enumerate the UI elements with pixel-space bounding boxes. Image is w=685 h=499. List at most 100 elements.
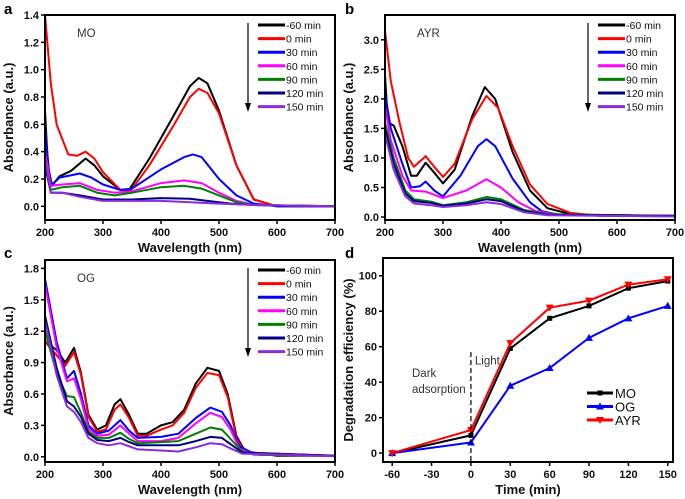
x-tick-label: 700 (326, 469, 344, 481)
legend-label: -60 min (626, 20, 661, 32)
arrow-down-icon (245, 348, 251, 357)
y-tick-label: 2.5 (364, 64, 379, 76)
y-tick-label: 1.8 (24, 263, 39, 275)
dye-label: OG (77, 273, 95, 285)
plot-area (385, 30, 675, 218)
data-point (597, 390, 603, 396)
legend-label: 0 min (626, 34, 652, 46)
dark-adsorption-label: Dark (412, 368, 437, 380)
legend-label: 150 min (286, 102, 324, 114)
dark-adsorption-label: adsorption (412, 384, 466, 396)
legend-label: 90 min (626, 74, 658, 86)
panel-label: b (345, 1, 354, 18)
x-tick-label: 60 (544, 469, 556, 481)
data-point (388, 450, 397, 458)
x-tick-label: 300 (94, 227, 112, 239)
legend-label: 120 min (286, 333, 324, 345)
plot-frame (44, 14, 336, 221)
x-tick-label: 500 (210, 469, 228, 481)
y-tick-label: 100 (359, 271, 377, 283)
data-point (585, 333, 594, 341)
legend-label: 90 min (286, 319, 318, 331)
y-tick-label: 0.2 (24, 174, 39, 186)
legend-label: 0 min (286, 279, 312, 291)
y-tick-label: 0 (371, 448, 377, 460)
panel-c: c 200 300 400 500 600 700 0.0 0.3 0.6 0.9 1.2 1.5 1.8… (1, 245, 344, 497)
x-tick-label: 400 (152, 469, 170, 481)
legend-label: 60 min (286, 61, 318, 73)
data-point (506, 340, 515, 348)
x-tick-label: 600 (268, 227, 286, 239)
spectrum-line (385, 92, 675, 217)
panel-a: a 200 300 400 500 600 700 0.0 0.2 0.4 0.6 0.8 1.0 1.2… (1, 1, 344, 255)
data-point (585, 297, 594, 305)
legend-label: 120 min (626, 88, 664, 100)
y-tick-label: 0.9 (24, 358, 39, 370)
x-tick-label: 500 (210, 227, 228, 239)
plot-area (45, 278, 335, 458)
spectrum-line (385, 134, 675, 218)
plot-frame (382, 257, 674, 463)
x-tick-label: 30 (504, 469, 516, 481)
data-point (545, 363, 554, 371)
x-tick-label: 600 (608, 227, 626, 239)
arrow-down-icon (585, 103, 591, 112)
legend-label: -60 min (286, 20, 321, 32)
spectrum-line (45, 151, 335, 208)
x-tick-label: 90 (583, 469, 595, 481)
y-axis-title: Absorbance (a.u.) (341, 63, 356, 173)
plot-area (388, 276, 672, 458)
legend-label: 30 min (286, 47, 318, 59)
spectrum-line (45, 15, 335, 208)
legend-label: AYR (615, 413, 641, 428)
data-point (507, 345, 513, 351)
legend-label: -60 min (286, 265, 321, 277)
spectrum-line (385, 128, 675, 217)
light-label: Light (475, 355, 501, 367)
plot-area (45, 15, 335, 208)
x-tick-label: 300 (94, 469, 112, 481)
data-point (586, 303, 592, 309)
x-tick-label: 400 (152, 227, 170, 239)
panel-b: b 200 300 400 500 600 700 0.0 0.5 1.0 1.5 2.0 2.5 3.0… (341, 1, 684, 255)
data-point (506, 381, 515, 389)
panel-label: c (4, 245, 12, 262)
data-point (466, 427, 475, 435)
x-tick-label: 400 (492, 227, 510, 239)
dye-label: MO (77, 28, 96, 40)
legend-label: 90 min (286, 74, 318, 86)
x-tick-label: 700 (666, 227, 684, 239)
y-tick-label: 3.0 (364, 35, 379, 47)
y-tick-label: 20 (365, 413, 377, 425)
data-point (545, 304, 554, 312)
spectrum-line (45, 315, 335, 457)
y-tick-label: 1.0 (364, 153, 379, 165)
x-tick-label: 300 (434, 227, 452, 239)
legend-label: 60 min (286, 306, 318, 318)
x-tick-label: 200 (36, 227, 54, 239)
x-axis-title: Time (min) (495, 482, 561, 497)
legend-label: MO (615, 386, 636, 401)
spectrum-line (45, 127, 335, 208)
legend-label: 60 min (626, 61, 658, 73)
y-tick-label: 40 (365, 377, 377, 389)
y-axis-title: Absorbance (a.u.) (1, 63, 16, 173)
x-axis-title: Wavelength (nm) (478, 240, 582, 255)
y-tick-label: 1.2 (24, 326, 39, 338)
y-tick-label: 0.0 (24, 201, 39, 213)
y-tick-label: 60 (365, 342, 377, 354)
data-point (663, 276, 672, 284)
spectrum-line (45, 283, 335, 457)
y-tick-label: 1.5 (24, 295, 39, 307)
data-point (547, 315, 553, 321)
legend-label: 30 min (286, 292, 318, 304)
legend-label: 150 min (626, 102, 664, 114)
plot-frame (384, 14, 676, 221)
spectrum-line (385, 30, 675, 217)
y-tick-label: 1.4 (24, 10, 40, 22)
x-tick-label: 200 (376, 227, 394, 239)
y-tick-label: 80 (365, 306, 377, 318)
x-axis-title: Wavelength (nm) (138, 240, 242, 255)
legend-label: 30 min (626, 47, 658, 59)
